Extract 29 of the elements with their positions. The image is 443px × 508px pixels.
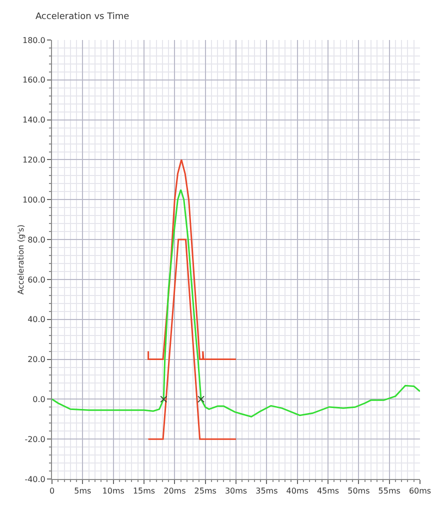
chart-title: Acceleration vs Time — [35, 12, 130, 22]
x-tick-label: 50ms — [348, 486, 370, 496]
y-tick-label: 160.0 — [22, 76, 46, 85]
y-tick-label: 0.0 — [32, 394, 46, 404]
x-tick-label: 20ms — [164, 486, 186, 496]
x-tick-label: 10ms — [102, 486, 124, 496]
y-tick-label: 100.0 — [22, 195, 46, 204]
line-series — [148, 158, 237, 360]
y-tick-label: 40.0 — [28, 315, 46, 324]
x-tick-label: 30ms — [224, 486, 248, 496]
x-tick-label: 40ms — [286, 486, 308, 496]
x-tick-label: 0 — [49, 486, 55, 496]
y-tick-label: -20.0 — [24, 434, 46, 444]
x-tick-label: 60ms — [408, 486, 432, 496]
y-tick-label: 120.0 — [22, 156, 46, 165]
x-tick-label: 55ms — [378, 486, 400, 496]
y-axis-title: Acceleration (g's) — [16, 224, 26, 294]
y-tick-label: 140.0 — [22, 116, 46, 125]
y-tick-label: 180.0 — [22, 36, 46, 45]
y-tick-label: 60.0 — [28, 275, 46, 284]
x-tick-label: 45ms — [316, 486, 340, 496]
y-tick-label: -40.0 — [24, 474, 46, 484]
y-tick-label: 20.0 — [28, 355, 46, 364]
line-series — [52, 188, 420, 418]
x-tick-label: 25ms — [194, 486, 216, 496]
x-tick-label: 5ms — [74, 486, 92, 496]
x-tick-label: 35ms — [256, 486, 278, 496]
y-tick-label: 80.0 — [28, 235, 46, 244]
x-tick-label: 15ms — [132, 486, 156, 496]
